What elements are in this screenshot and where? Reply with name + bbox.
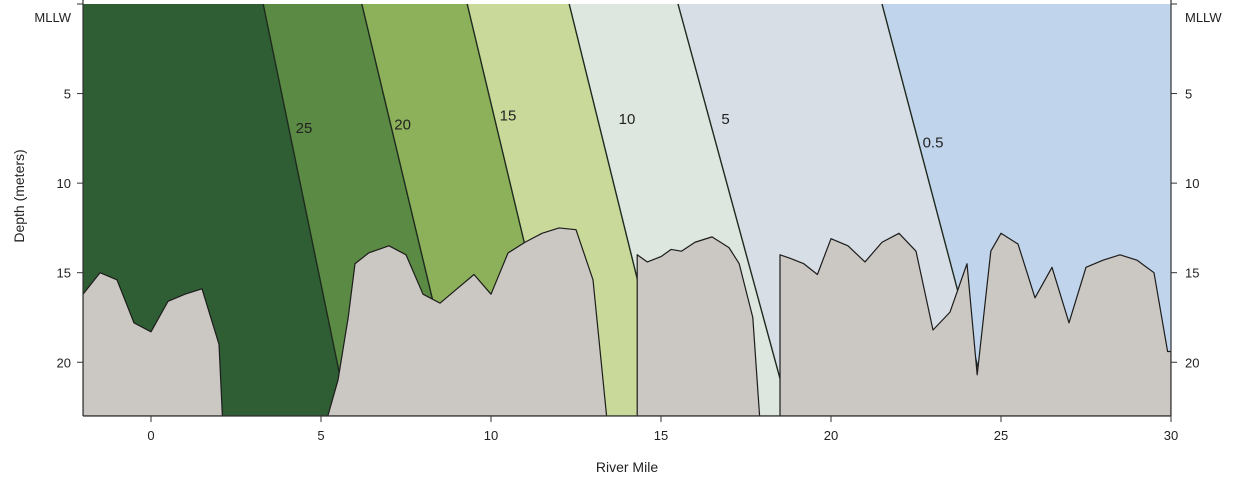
x-tick-label: 0 bbox=[147, 428, 154, 443]
isoline bbox=[262, 4, 349, 416]
x-axis-title: River Mile bbox=[596, 459, 658, 475]
y-axis-ticks-right: MLLW 5 10 15 20 bbox=[1171, 3, 1222, 370]
river-bottom bbox=[83, 227, 1171, 416]
salinity-band bbox=[467, 4, 672, 416]
y-tick-label: 10 bbox=[1185, 176, 1199, 191]
y-tick-label: 5 bbox=[1185, 87, 1192, 102]
y-tick-label: 15 bbox=[57, 266, 71, 281]
isoline-labels: 25 20 15 10 5 0.5 bbox=[296, 107, 944, 151]
x-tick-label: 10 bbox=[484, 428, 498, 443]
x-tick-label: 25 bbox=[994, 428, 1008, 443]
x-axis-ticks: 0 5 10 15 20 25 30 bbox=[147, 416, 1178, 443]
river-bottom-area bbox=[83, 227, 1171, 416]
axes bbox=[82, 0, 1172, 417]
x-tick-label: 20 bbox=[824, 428, 838, 443]
x-tick-label: 15 bbox=[654, 428, 668, 443]
isoline-label: 10 bbox=[619, 111, 636, 128]
y-tick-label: MLLW bbox=[1185, 10, 1222, 25]
y-tick-label: 5 bbox=[64, 87, 71, 102]
y-tick-label: 15 bbox=[1185, 266, 1199, 281]
isoline-label: 0.5 bbox=[923, 134, 944, 151]
y-axis-ticks-left: MLLW 5 10 15 20 bbox=[34, 3, 83, 370]
y-axis-title: Depth (meters) bbox=[11, 149, 27, 242]
y-tick-label: 10 bbox=[57, 176, 71, 191]
isoline-label: 5 bbox=[721, 111, 729, 128]
x-tick-label: 30 bbox=[1164, 428, 1178, 443]
isoline-label: 25 bbox=[296, 120, 313, 137]
x-tick-label: 5 bbox=[317, 428, 324, 443]
isoline-label: 20 bbox=[394, 116, 411, 133]
isoline bbox=[677, 4, 791, 416]
isoline-label: 15 bbox=[500, 107, 517, 124]
salinity-band bbox=[83, 4, 349, 416]
y-tick-label: MLLW bbox=[34, 10, 71, 25]
y-tick-label: 20 bbox=[1185, 355, 1199, 370]
y-tick-label: 20 bbox=[57, 355, 71, 370]
